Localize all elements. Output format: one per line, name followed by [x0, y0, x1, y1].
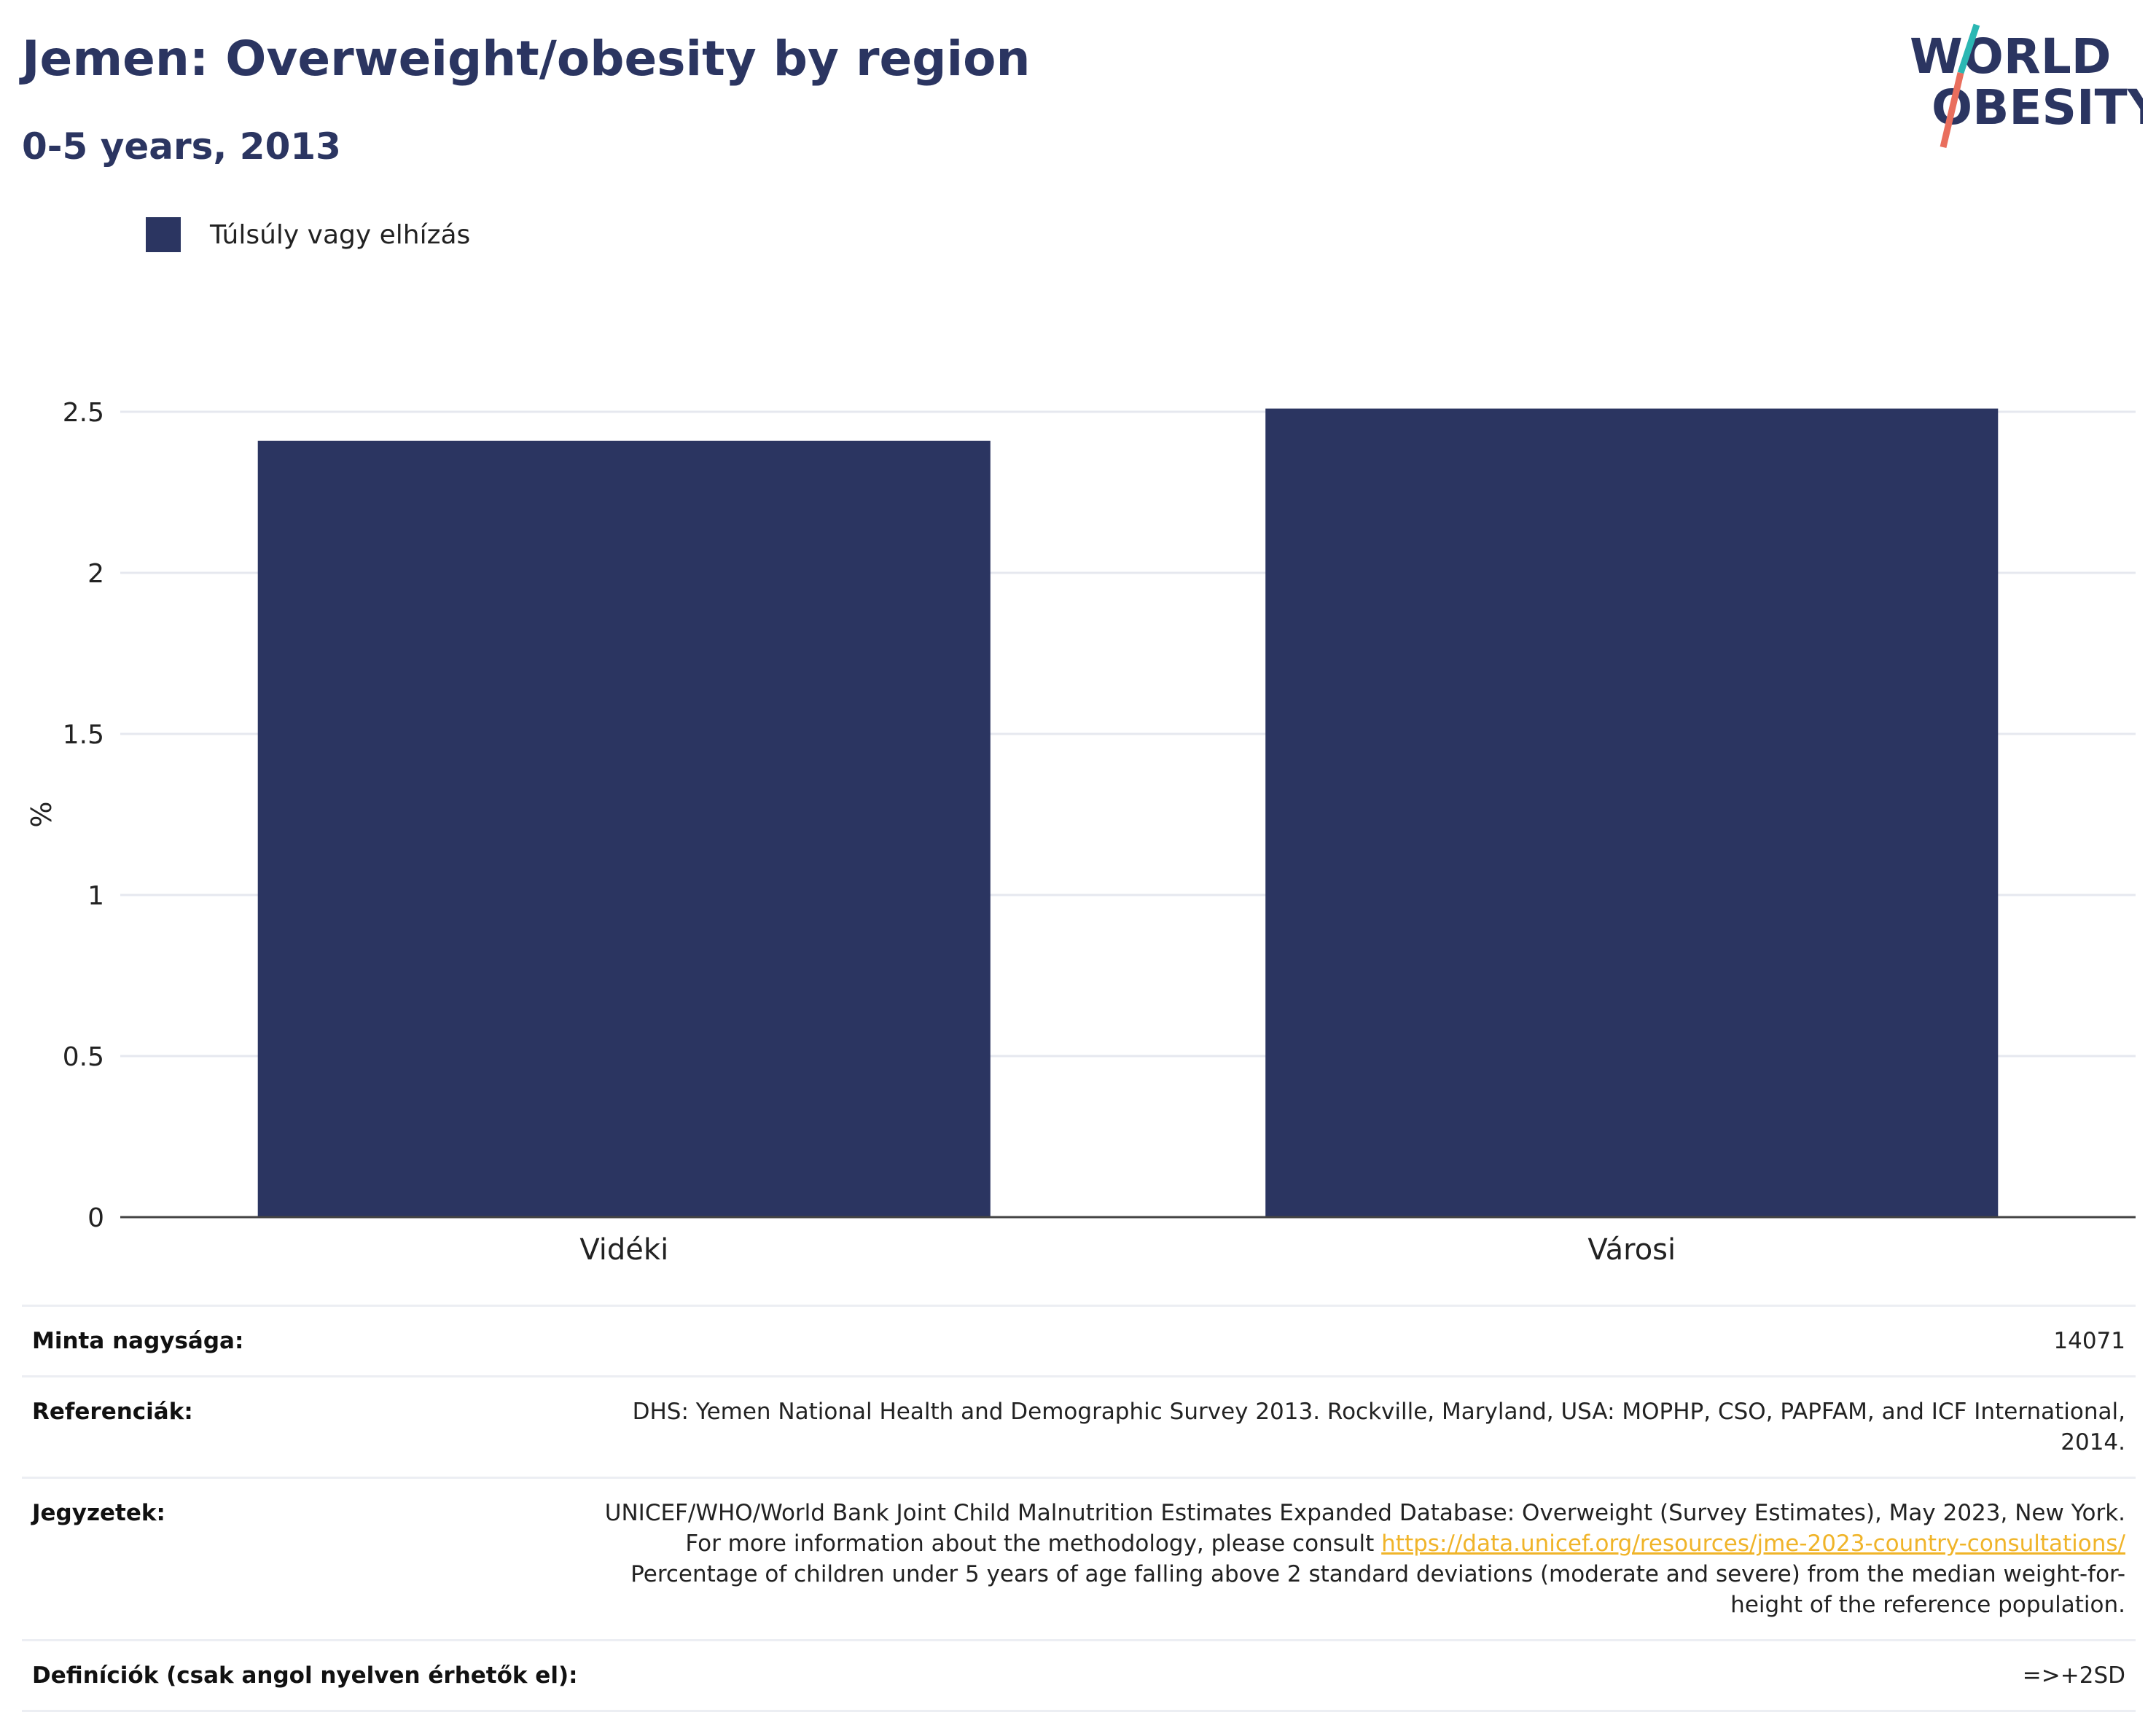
meta-sample-label: Minta nagysága:: [22, 1305, 588, 1377]
meta-references-label: Referenciák:: [22, 1375, 588, 1478]
legend-label: Túlsúly vagy elhízás: [210, 219, 471, 250]
chart-title: Jemen: Overweight/obesity by region: [22, 31, 1031, 87]
meta-notes-label: Jegyzetek:: [22, 1477, 588, 1641]
chart-subtitle: 0-5 years, 2013: [22, 125, 341, 168]
meta-row-references: Referenciák: DHS: Yemen National Health …: [22, 1375, 2136, 1478]
meta-definitions-value: =>+2SD: [587, 1639, 2136, 1712]
x-tick-label: Vidéki: [579, 1233, 668, 1261]
notes-text-2: Percentage of children under 5 years of …: [630, 1561, 2125, 1618]
y-tick-label: 2.5: [63, 398, 104, 428]
meta-definitions-label: Definíciók (csak angol nyelven érhetők e…: [22, 1639, 588, 1712]
meta-row-notes: Jegyzetek: UNICEF/WHO/World Bank Joint C…: [22, 1477, 2136, 1641]
y-tick-label: 1: [87, 881, 104, 911]
y-tick-label: 2: [87, 559, 104, 589]
meta-notes-value: UNICEF/WHO/World Bank Joint Child Malnut…: [587, 1477, 2136, 1641]
bar: [257, 440, 991, 1217]
y-tick-label: 1.5: [63, 720, 104, 750]
world-obesity-logo: WORLD OBESITY: [1910, 23, 2143, 149]
metadata-table: Minta nagysága: 14071 Referenciák: DHS: …: [22, 1305, 2136, 1712]
meta-references-value: DHS: Yemen National Health and Demograph…: [587, 1375, 2136, 1478]
legend: Túlsúly vagy elhízás: [146, 217, 470, 252]
bar-chart: 0 0.5 1 1.5 2 2.5% Vidéki Városi: [26, 398, 2136, 1261]
notes-link[interactable]: https://data.unicef.org/resources/jme-20…: [1381, 1531, 2125, 1557]
y-tick-label: 0: [87, 1203, 104, 1233]
logo-line2: OBESITY: [1932, 79, 2143, 136]
notes-text-1: UNICEF/WHO/World Bank Joint Child Malnut…: [604, 1500, 2125, 1557]
meta-sample-value: 14071: [587, 1305, 2136, 1377]
meta-row-definitions: Definíciók (csak angol nyelven érhetők e…: [22, 1639, 2136, 1712]
y-tick-label: 0.5: [63, 1042, 104, 1072]
legend-swatch: [146, 217, 181, 252]
y-axis-label: %: [26, 801, 58, 827]
bar: [1265, 408, 1999, 1217]
x-tick-label: Városi: [1587, 1233, 1676, 1261]
logo-line1: WORLD: [1910, 28, 2112, 85]
meta-row-sample: Minta nagysága: 14071: [22, 1305, 2136, 1377]
